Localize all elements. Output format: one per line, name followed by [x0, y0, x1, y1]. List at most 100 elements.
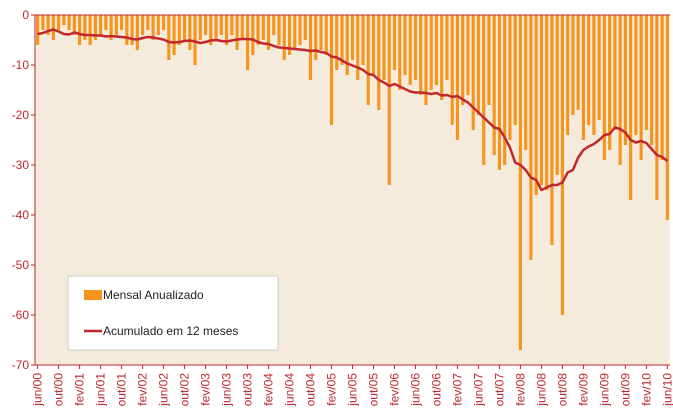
y-tick-label: -70	[12, 358, 30, 372]
y-tick-label: -40	[12, 208, 30, 222]
bar	[67, 15, 71, 30]
bar	[219, 15, 223, 35]
bar	[167, 15, 171, 60]
bar	[618, 15, 622, 165]
bar	[492, 15, 496, 155]
bar	[319, 15, 323, 50]
y-tick-label: -50	[12, 258, 30, 272]
bar	[623, 15, 627, 145]
line	[37, 28, 669, 192]
bar	[529, 15, 533, 260]
bar	[350, 15, 355, 60]
x-tick-label: fev/02	[136, 373, 150, 406]
bar	[240, 15, 244, 40]
bar	[356, 15, 360, 80]
bar	[660, 15, 664, 160]
bar	[550, 15, 554, 245]
bar	[193, 15, 197, 65]
bar	[445, 15, 449, 80]
x-tick-label: fev/07	[450, 373, 464, 406]
x-tick-label: fev/05	[325, 373, 339, 406]
bar	[434, 15, 439, 85]
bar	[51, 15, 55, 40]
bar	[314, 15, 318, 60]
legend-swatch	[84, 290, 102, 300]
bar	[177, 15, 181, 45]
bar	[613, 15, 617, 130]
x-tick-label: jun/08	[534, 373, 548, 407]
y-tick-label: -20	[12, 108, 30, 122]
bar	[497, 15, 502, 170]
bar	[41, 15, 45, 30]
bar	[266, 15, 271, 50]
bar	[644, 15, 648, 130]
bar	[539, 15, 543, 185]
x-tick-label: fev/10	[639, 373, 653, 406]
bar	[198, 15, 202, 40]
bar	[235, 15, 239, 50]
bar	[518, 15, 523, 350]
x-tick-label: fev/04	[262, 373, 276, 406]
bar	[387, 15, 391, 185]
bar	[560, 15, 564, 315]
legend-label: Mensal Anualizado	[103, 288, 204, 302]
y-tick-label: 0	[22, 8, 29, 22]
bar	[230, 15, 234, 35]
bar	[581, 15, 585, 140]
bar	[287, 15, 292, 55]
bar	[545, 15, 549, 190]
bar	[566, 15, 570, 135]
x-tick-label: jun/02	[157, 373, 171, 407]
bar	[503, 15, 507, 165]
x-tick-label: jun/00	[31, 373, 45, 407]
x-tick-label: out/00	[52, 373, 66, 407]
bar	[261, 15, 265, 40]
bar	[141, 15, 145, 35]
x-tick-label: out/06	[429, 373, 443, 407]
bar	[461, 15, 465, 105]
bar	[72, 15, 76, 35]
x-tick-label: jun/01	[94, 373, 108, 407]
bar	[109, 15, 113, 40]
bar	[471, 15, 475, 130]
x-tick-label: out/03	[241, 373, 255, 407]
bar	[182, 15, 187, 40]
bar	[476, 15, 481, 115]
bar	[209, 15, 213, 45]
bar	[293, 15, 297, 50]
x-tick-label: out/04	[304, 373, 318, 407]
bar	[361, 15, 365, 65]
x-tick-label: out/02	[178, 373, 192, 407]
y-tick-label: -30	[12, 158, 30, 172]
bar	[592, 15, 596, 135]
bar	[329, 15, 334, 125]
bar	[429, 15, 433, 90]
bar	[366, 15, 370, 105]
bar	[120, 15, 124, 30]
bar	[135, 15, 139, 50]
bar	[524, 15, 528, 150]
x-tick-label: jun/09	[597, 373, 611, 407]
bar	[324, 15, 328, 55]
bar	[62, 15, 66, 25]
bar	[634, 15, 638, 135]
bar	[629, 15, 633, 200]
bar	[482, 15, 486, 165]
bar	[224, 15, 229, 45]
bar	[303, 15, 307, 40]
bar	[203, 15, 208, 35]
x-tick-label: jun/04	[283, 373, 297, 407]
x-tick-label: fev/03	[199, 373, 213, 406]
bar	[487, 15, 491, 105]
x-tick-label: jun/06	[408, 373, 422, 407]
x-tick-label: jun/03	[220, 373, 234, 407]
legend-label: Acumulado em 12 meses	[103, 324, 238, 338]
bar	[371, 15, 376, 75]
y-tick-label: -60	[12, 308, 30, 322]
bar	[172, 15, 176, 55]
bar	[272, 15, 276, 35]
bar	[298, 15, 302, 45]
bar	[277, 15, 281, 45]
bar	[398, 15, 402, 90]
